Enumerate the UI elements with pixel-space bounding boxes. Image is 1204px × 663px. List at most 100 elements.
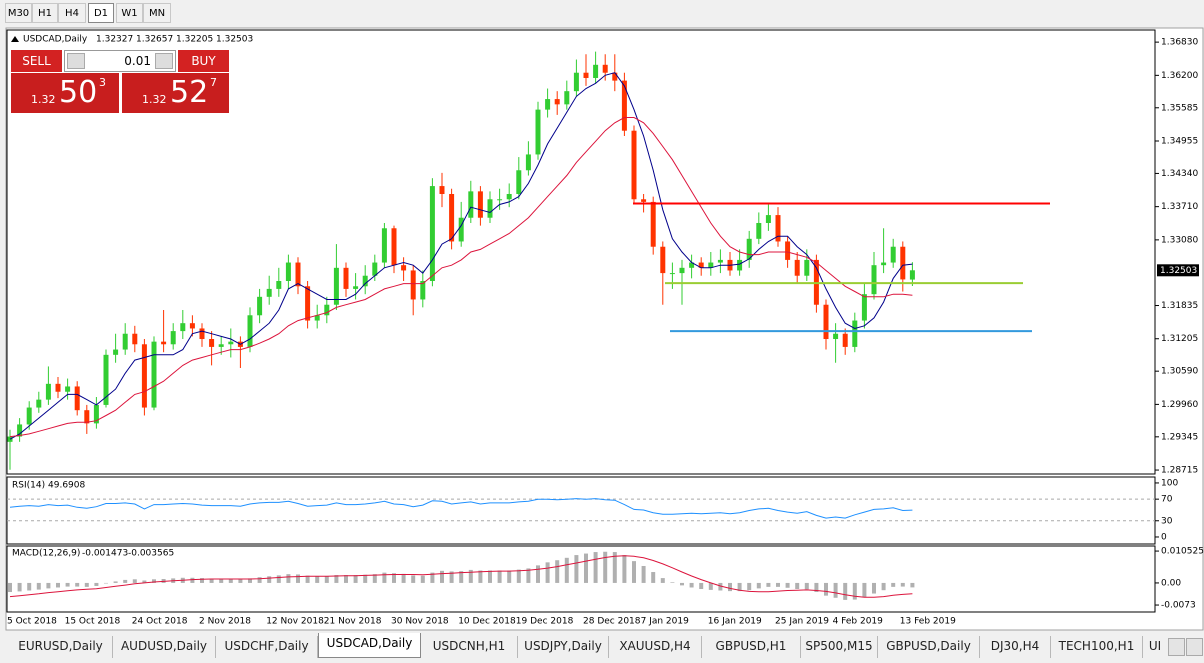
chart-tab[interactable]: UI [1148,639,1162,653]
candle-body [55,383,61,392]
timeframe-button[interactable]: MN [143,3,171,23]
lot-down[interactable] [67,53,85,69]
histogram-bar [190,577,195,583]
collapse-icon[interactable] [11,36,19,42]
x-tick-label: 28 Dec 2018 [583,617,641,627]
chart-tab[interactable]: TECH100,H1 [1051,636,1143,658]
histogram-bar [824,582,828,596]
price-pip: 3 [99,76,106,89]
y-tick-label: 1.36200 [1161,71,1198,81]
histogram-bar [843,582,848,600]
chart-tab-active[interactable]: USDCAD,Daily [318,633,421,658]
histogram-bar [430,572,435,583]
candle-body [717,259,723,263]
candle-body [333,267,339,305]
histogram-bar [56,582,60,588]
histogram-bar [276,575,281,583]
histogram-bar [545,562,550,583]
chart-tab[interactable]: USDCNH,H1 [421,636,518,658]
histogram-bar [113,581,118,583]
macd-title: MACD(12,26,9) [12,549,80,559]
histogram-bar [305,575,310,583]
timeframe-button[interactable]: H4 [58,3,86,23]
x-tick-label: 24 Oct 2018 [132,617,188,627]
timeframe-button[interactable]: D1 [88,3,114,23]
histogram-bar [488,570,492,583]
y-tick-label: 1.33710 [1161,202,1198,212]
candle-body [900,246,906,280]
candle-body [45,383,51,400]
candle-body [132,333,138,345]
lot-input[interactable]: 0.01 [124,54,151,68]
y-tick-label: 1.35585 [1161,103,1198,113]
candle-body [708,262,714,268]
chart-tab[interactable]: USDCHF,Daily [216,636,318,658]
candle-body [103,354,109,405]
chart-tab[interactable]: SP500,M15 [801,636,878,658]
candle-body [477,191,483,218]
histogram-bar [497,570,502,583]
chart-tab[interactable]: USDJPY,Daily [518,636,609,658]
histogram-bar [75,582,80,587]
histogram-bar [651,572,656,583]
timeframe-button[interactable]: M30 [5,3,32,23]
y-tick-label: 30 [1161,516,1173,526]
candle-body [343,267,349,289]
buy-button[interactable]: BUY [178,50,229,72]
candle-body [122,333,128,350]
candle-body [842,333,848,347]
histogram-bar [776,582,780,587]
candle-body [257,296,263,316]
tab-scroll-left[interactable] [1168,638,1185,656]
chart-tab[interactable]: GBPUSD,Daily [878,636,980,658]
candle-body [141,344,147,408]
candle-body [833,333,839,340]
y-tick-label: 0.010525 [1161,547,1204,557]
histogram-bar [478,570,483,583]
histogram-bar [833,582,838,598]
y-tick-label: 0 [1161,532,1167,542]
y-tick-label: 1.36830 [1161,38,1198,48]
histogram-bar [200,578,204,583]
ohlc-open: 1.32327 [96,35,133,45]
x-tick-label: 5 Oct 2018 [7,617,57,627]
candle-body [266,288,272,297]
chart-title: USDCAD,Daily [23,35,88,45]
histogram-bar [526,568,531,583]
chart-tab[interactable]: XAUUSD,H4 [609,636,702,658]
tab-scroll-right[interactable] [1186,638,1203,656]
candle-body [209,339,215,347]
histogram-bar [507,570,512,583]
histogram-bar [910,582,915,588]
buy-price[interactable]: 1.32 52 7 [122,73,229,113]
lot-up[interactable] [155,53,173,69]
candle-body [564,91,570,105]
macd-panel [6,545,1156,613]
histogram-bar [411,575,416,583]
candle-body [765,215,771,223]
chart: USDCAD,Daily 1.32327 1.32657 1.32205 1.3… [5,27,1204,631]
sell-price[interactable]: 1.32 50 3 [11,73,119,113]
chart-tab[interactable]: AUDUSD,Daily [113,636,216,658]
y-tick-label: 1.31205 [1161,334,1198,344]
chart-tab[interactable]: GBPUSD,H1 [702,636,801,658]
sell-button[interactable]: SELL [11,50,62,72]
candle-body [909,270,915,280]
rsi-value: 49.6908 [48,481,85,491]
candle-body [161,341,167,345]
histogram-bar [747,582,752,591]
candle-body [650,201,656,247]
chart-tab[interactable]: DJ30,H4 [980,636,1051,658]
y-tick-label: 1.29345 [1161,432,1198,442]
histogram-bar [449,571,454,583]
histogram-bar [353,575,358,583]
y-tick-label: 1.30590 [1161,367,1198,377]
chart-tab[interactable]: EURUSD,Daily [9,636,113,658]
histogram-bar [401,573,406,583]
chart-background [5,27,1204,631]
histogram-bar [36,582,41,590]
timeframe-button[interactable]: H1 [32,3,58,23]
candle-body [602,64,608,73]
timeframe-button[interactable]: W1 [116,3,143,23]
y-tick-label: 0.00 [1161,578,1181,588]
